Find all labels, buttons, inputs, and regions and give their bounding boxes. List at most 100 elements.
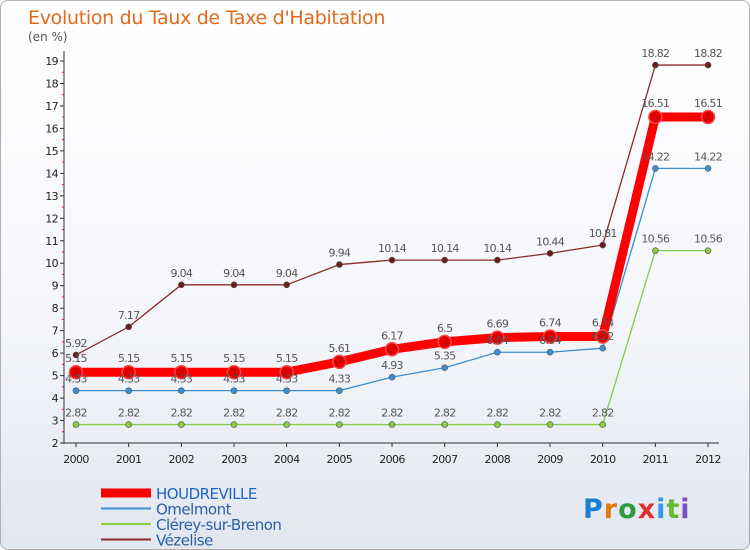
data-point bbox=[174, 364, 189, 380]
data-point bbox=[332, 354, 347, 370]
data-label: 4.33 bbox=[170, 373, 192, 386]
data-point bbox=[542, 329, 558, 344]
data-point bbox=[283, 281, 290, 289]
data-point bbox=[704, 165, 712, 172]
y-tick-label: 10 bbox=[45, 257, 58, 270]
x-tick-label: 2012 bbox=[695, 453, 721, 466]
data-point bbox=[652, 61, 659, 69]
data-label: 18.82 bbox=[641, 47, 669, 60]
y-tick-label: 6 bbox=[52, 347, 59, 360]
x-tick-label: 2009 bbox=[537, 453, 563, 466]
data-point bbox=[652, 247, 659, 254]
x-tick-label: 2000 bbox=[63, 453, 89, 466]
data-label: 4.33 bbox=[65, 373, 87, 386]
data-point bbox=[125, 387, 132, 394]
y-tick-label: 3 bbox=[52, 415, 59, 428]
y-tick-label: 4 bbox=[52, 392, 59, 405]
data-label: 5.61 bbox=[328, 342, 350, 355]
data-point bbox=[546, 421, 554, 428]
data-point bbox=[230, 387, 238, 394]
legend-label: Clérey-sur-Brenon bbox=[156, 516, 281, 534]
data-label: 6.04 bbox=[487, 334, 509, 347]
data-point bbox=[336, 387, 343, 394]
data-point bbox=[72, 387, 80, 394]
legend-label: HOUDREVILLE bbox=[156, 485, 257, 503]
data-label: 10.56 bbox=[641, 233, 670, 246]
data-point bbox=[72, 351, 80, 359]
data-point bbox=[336, 421, 343, 428]
legend-label: Omelmont bbox=[156, 501, 232, 519]
data-label: 5.92 bbox=[65, 337, 87, 350]
data-label: 6.22 bbox=[592, 330, 614, 343]
x-tick-label: 2006 bbox=[379, 453, 405, 466]
data-point bbox=[125, 421, 132, 428]
data-label: 5.15 bbox=[118, 352, 140, 365]
data-point bbox=[704, 247, 712, 254]
data-point bbox=[178, 387, 185, 394]
data-label: 5.15 bbox=[170, 352, 192, 365]
data-point bbox=[546, 348, 554, 356]
data-point bbox=[441, 421, 448, 428]
data-point bbox=[283, 421, 290, 428]
data-point bbox=[68, 364, 84, 380]
data-label: 7.17 bbox=[118, 309, 140, 322]
data-label: 2.82 bbox=[223, 407, 245, 420]
data-point bbox=[494, 348, 501, 356]
data-label: 6.74 bbox=[592, 316, 614, 329]
x-tick-label: 2004 bbox=[274, 453, 300, 466]
data-label: 2.82 bbox=[65, 407, 87, 420]
data-point bbox=[599, 421, 607, 428]
y-tick-label: 12 bbox=[45, 212, 58, 225]
data-point bbox=[230, 281, 238, 289]
y-tick-label: 8 bbox=[52, 302, 59, 315]
data-label: 6.17 bbox=[381, 329, 403, 342]
y-tick-label: 19 bbox=[45, 55, 58, 68]
data-point bbox=[441, 256, 448, 264]
data-point bbox=[279, 364, 294, 380]
data-point bbox=[121, 364, 136, 380]
data-label: 9.04 bbox=[170, 267, 192, 280]
data-label: 10.56 bbox=[694, 233, 723, 246]
data-label: 9.94 bbox=[328, 247, 350, 260]
data-label: 10.81 bbox=[589, 227, 617, 240]
data-point bbox=[384, 342, 400, 357]
data-label: 2.82 bbox=[487, 407, 509, 420]
y-tick-label: 11 bbox=[45, 235, 58, 248]
x-tick-label: 2010 bbox=[590, 453, 616, 466]
data-label: 9.04 bbox=[223, 267, 245, 280]
data-label: 5.15 bbox=[65, 352, 87, 365]
unit-label: (en %) bbox=[28, 30, 68, 44]
data-label: 2.82 bbox=[276, 407, 298, 420]
y-tick-label: 13 bbox=[45, 190, 58, 203]
legend-label: Vézelise bbox=[156, 532, 213, 550]
y-tick-label: 5 bbox=[52, 370, 59, 383]
data-label: 6.5 bbox=[437, 322, 453, 335]
x-tick-label: 2005 bbox=[327, 453, 353, 466]
data-label: 2.82 bbox=[592, 407, 614, 420]
y-tick-label: 14 bbox=[45, 167, 58, 180]
data-label: 4.33 bbox=[276, 373, 298, 386]
data-point bbox=[648, 109, 663, 125]
data-label: 2.82 bbox=[434, 407, 456, 420]
data-label: 5.15 bbox=[223, 352, 245, 365]
data-label: 18.82 bbox=[694, 47, 722, 60]
data-label: 2.82 bbox=[170, 407, 192, 420]
data-label: 2.82 bbox=[328, 407, 350, 420]
data-label: 10.14 bbox=[378, 242, 407, 255]
data-point bbox=[441, 364, 448, 372]
y-tick-label: 17 bbox=[45, 100, 58, 113]
x-tick-label: 2003 bbox=[221, 453, 247, 466]
y-tick-label: 18 bbox=[45, 77, 58, 90]
data-point bbox=[599, 344, 607, 352]
data-label: 6.69 bbox=[487, 318, 509, 331]
y-tick-label: 7 bbox=[52, 325, 59, 338]
data-point bbox=[178, 281, 185, 289]
data-label: 14.22 bbox=[641, 150, 669, 163]
data-point bbox=[388, 373, 396, 381]
data-label: 2.82 bbox=[539, 407, 561, 420]
data-point bbox=[226, 364, 242, 380]
data-label: 16.51 bbox=[641, 97, 669, 110]
data-label: 2.82 bbox=[381, 407, 403, 420]
data-label: 4.33 bbox=[118, 373, 140, 386]
